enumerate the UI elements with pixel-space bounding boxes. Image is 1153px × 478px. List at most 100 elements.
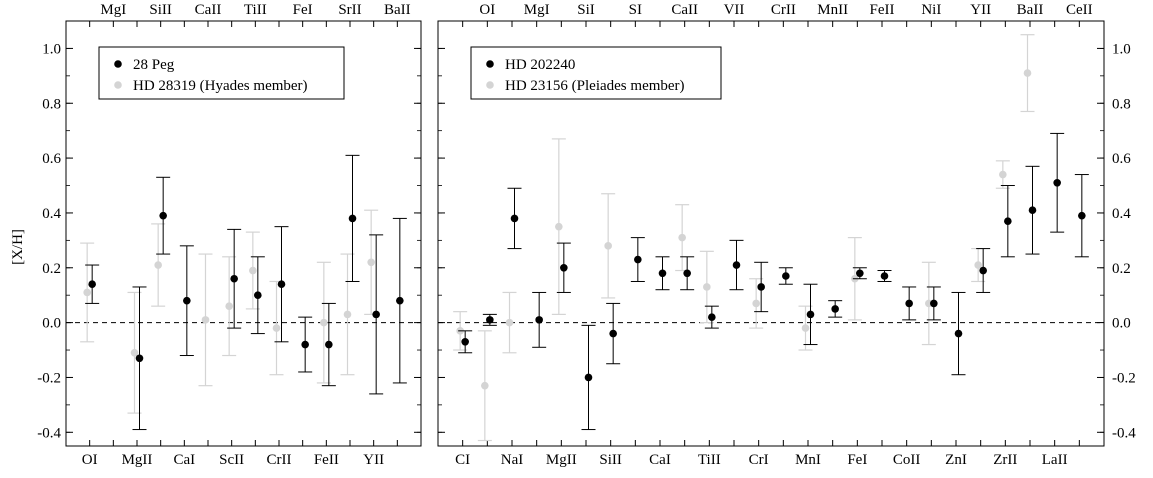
- x-bottom-label: OI: [82, 452, 98, 468]
- series-primary: [458, 132, 1089, 431]
- x-top-label: MnII: [817, 2, 848, 18]
- x-bottom-label: SiII: [599, 452, 622, 468]
- data-point: [703, 283, 711, 291]
- series-comparison: [453, 34, 1035, 442]
- data-point: [130, 348, 139, 357]
- x-top-label: SI: [629, 2, 642, 18]
- data-point: [1053, 178, 1061, 187]
- x-bottom-label: MgII: [122, 452, 153, 468]
- data-point: [979, 266, 987, 275]
- x-bottom-label: YII: [363, 452, 384, 468]
- data-point: [999, 170, 1007, 179]
- data-point: [856, 269, 864, 278]
- x-bottom-label: CrI: [749, 452, 769, 468]
- data-point: [752, 299, 760, 308]
- y-axis-label: [X/H]: [10, 229, 26, 265]
- x-top-label: FeI: [293, 2, 313, 18]
- y-tick-label: -0.4: [37, 425, 61, 441]
- data-point: [1078, 211, 1086, 220]
- x-bottom-label: MnI: [795, 452, 821, 468]
- data-point: [320, 318, 328, 327]
- x-bottom-label: ZnI: [945, 452, 967, 468]
- legend-label: HD 202240: [505, 57, 575, 73]
- x-top-label: NiI: [921, 2, 941, 18]
- x-bottom-label: ZrII: [993, 452, 1017, 468]
- data-point: [555, 222, 563, 231]
- legend-marker: [486, 60, 494, 68]
- data-point: [708, 313, 716, 321]
- data-point: [396, 296, 404, 305]
- data-point: [277, 280, 286, 289]
- legend-label: 28 Peg: [133, 57, 175, 73]
- y-tick-label: 0.0: [42, 316, 61, 332]
- x-top-label: MgI: [100, 2, 126, 18]
- y-tick-label: 0.8: [42, 96, 61, 112]
- x-bottom-label: FeI: [847, 452, 867, 468]
- x-bottom-label: CI: [455, 452, 470, 468]
- data-point: [481, 381, 489, 390]
- x-top-label: YII: [970, 2, 991, 18]
- y-tick-label: 1.0: [42, 41, 61, 57]
- y-tick-label: 0.8: [1112, 96, 1131, 112]
- data-point: [510, 214, 519, 223]
- x-bottom-label: ScII: [219, 452, 244, 468]
- x-bottom-label: CrII: [267, 452, 292, 468]
- data-point: [249, 266, 257, 275]
- data-point: [806, 310, 815, 319]
- data-point: [1004, 217, 1012, 225]
- data-point: [974, 261, 982, 269]
- data-point: [801, 324, 810, 332]
- legend: [470, 46, 722, 100]
- data-point: [461, 338, 469, 346]
- legend: [98, 46, 345, 100]
- data-point: [604, 242, 612, 250]
- data-point: [201, 316, 210, 324]
- data-point: [159, 211, 167, 220]
- data-point: [560, 263, 568, 272]
- data-point: [343, 310, 352, 319]
- x-bottom-label: CoII: [893, 452, 921, 468]
- x-top-label: SrII: [338, 2, 361, 18]
- data-point: [954, 329, 963, 338]
- x-top-label: CaII: [671, 2, 698, 18]
- x-top-label: BaII: [1017, 2, 1044, 18]
- data-point: [678, 233, 686, 242]
- x-bottom-label: MgII: [546, 452, 577, 468]
- data-point: [301, 340, 309, 349]
- plot-frame: [437, 20, 1105, 447]
- y-tick-label: 0.2: [42, 261, 61, 277]
- data-point: [683, 269, 691, 278]
- y-tick-label: 0.2: [1112, 261, 1131, 277]
- x-top-label: CaII: [195, 2, 222, 18]
- legend-label: HD 23156 (Pleiades member): [505, 78, 685, 94]
- data-point: [230, 274, 238, 283]
- data-point: [367, 258, 375, 267]
- data-point: [732, 261, 741, 269]
- legend-marker: [114, 81, 122, 89]
- x-top-label: BaII: [384, 2, 411, 18]
- x-top-label: SiI: [577, 2, 595, 18]
- data-point: [372, 310, 380, 319]
- data-point: [486, 316, 494, 324]
- data-point: [348, 214, 357, 223]
- data-point: [1023, 69, 1032, 77]
- right-panel: -0.4 -0.2 0.0 0.2 0.4 0.6 0.8 1.0 CI OI NaI MgI MgII…: [437, 2, 1136, 468]
- x-top-label: FeII: [870, 2, 895, 18]
- data-point: [535, 316, 543, 324]
- data-point: [154, 261, 162, 269]
- data-point: [831, 305, 839, 313]
- data-point: [272, 324, 281, 332]
- legend-marker: [114, 60, 122, 68]
- y-tick-label: 0.0: [1112, 316, 1131, 332]
- data-point: [225, 302, 233, 310]
- y-tick-label: 0.4: [42, 206, 61, 222]
- x-bottom-label: LaII: [1042, 452, 1068, 468]
- x-bottom-label: CaI: [173, 452, 195, 468]
- x-top-label: MgI: [524, 2, 550, 18]
- x-bottom-label: TiII: [698, 452, 721, 468]
- y-tick-label: -0.2: [37, 370, 61, 386]
- x-top-label: CrII: [771, 2, 796, 18]
- data-point: [135, 354, 144, 363]
- x-top-label: SiII: [149, 2, 172, 18]
